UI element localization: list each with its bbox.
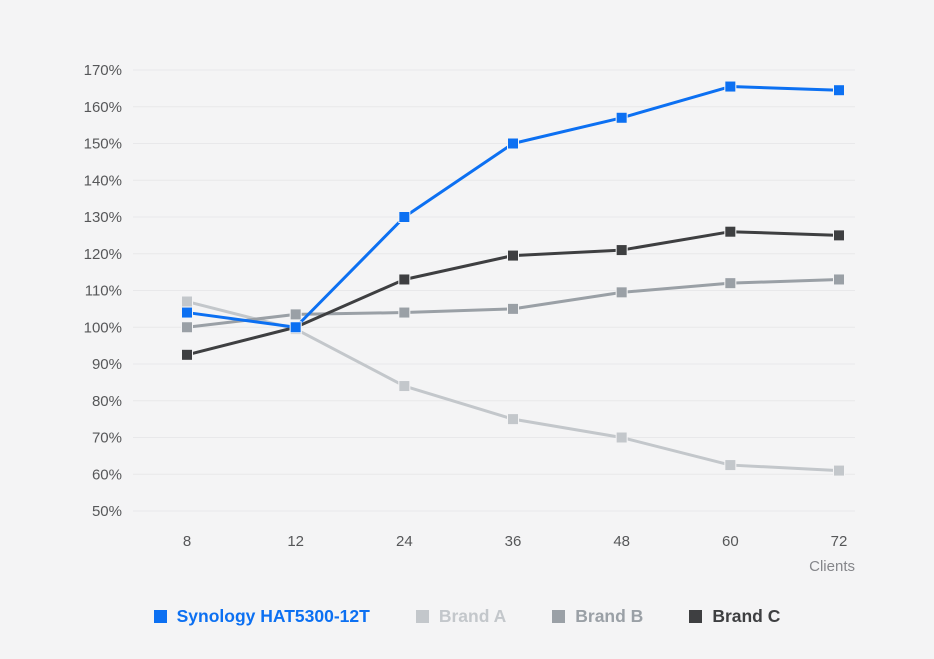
- data-point-marker-synology-hat5300-12t: [615, 111, 628, 124]
- data-point-marker-brand-a: [398, 380, 411, 393]
- data-point-marker-brand-b: [615, 286, 628, 299]
- y-tick-label: 120%: [84, 246, 122, 263]
- x-tick-label: 48: [613, 533, 630, 550]
- data-point-marker-brand-a: [724, 459, 737, 472]
- y-tick-label: 50%: [92, 503, 122, 520]
- legend-item-brand-a: Brand A: [415, 606, 507, 627]
- data-point-marker-brand-c: [398, 273, 411, 286]
- x-tick-label: 24: [396, 533, 413, 550]
- y-tick-label: 140%: [84, 172, 122, 189]
- data-point-marker-brand-b: [507, 302, 519, 315]
- y-tick-label: 90%: [92, 356, 122, 373]
- performance-line-chart: 170% 160% 150% 140% 130% 120% 110% 100% 90% 80% 70…: [84, 62, 855, 550]
- y-tick-label: 70%: [92, 430, 122, 447]
- data-point-marker-brand-c: [507, 249, 519, 262]
- data-point-marker-synology-hat5300-12t: [181, 306, 193, 319]
- y-tick-label: 160%: [84, 99, 122, 116]
- data-point-marker-brand-b: [398, 306, 411, 319]
- y-tick-label: 130%: [84, 209, 122, 226]
- legend-swatch-icon: [415, 610, 429, 623]
- y-tick-label: 110%: [85, 283, 122, 300]
- legend-label: Brand B: [575, 606, 644, 626]
- y-tick-label: 150%: [84, 136, 122, 153]
- legend-item-brand-c: Brand C: [689, 606, 780, 627]
- y-tick-label: 100%: [84, 319, 122, 336]
- x-tick-label: 72: [831, 533, 848, 550]
- legend-label: Brand C: [712, 606, 781, 626]
- data-point-marker-synology-hat5300-12t: [507, 137, 519, 150]
- data-point-marker-synology-hat5300-12t: [289, 321, 302, 334]
- data-point-marker-brand-b: [181, 321, 193, 334]
- x-axis-unit-label: Clients: [809, 558, 855, 575]
- x-tick-label: 60: [722, 533, 739, 550]
- x-tick-label: 12: [287, 533, 304, 550]
- x-tick-label: 8: [183, 533, 191, 550]
- legend-swatch-icon: [689, 610, 703, 623]
- legend-item-brand-b: Brand B: [552, 606, 643, 627]
- data-point-marker-brand-b: [724, 277, 737, 290]
- legend-swatch-icon: [552, 610, 566, 623]
- data-point-marker-brand-c: [615, 244, 628, 257]
- data-point-marker-brand-b: [833, 273, 845, 286]
- legend-label: Brand A: [438, 606, 507, 626]
- data-point-marker-brand-a: [181, 295, 193, 308]
- data-point-marker-synology-hat5300-12t: [398, 211, 411, 223]
- legend-label: Synology HAT5300-12T: [176, 606, 370, 626]
- legend-item-synology-hat5300-12t: Synology HAT5300-12T: [153, 606, 370, 627]
- data-point-marker-brand-b: [289, 308, 302, 321]
- y-tick-label: 80%: [92, 393, 122, 410]
- y-tick-label: 60%: [92, 466, 122, 483]
- data-point-marker-synology-hat5300-12t: [833, 84, 845, 97]
- data-point-marker-brand-a: [615, 431, 628, 444]
- data-point-marker-synology-hat5300-12t: [724, 80, 737, 93]
- data-point-marker-brand-c: [724, 225, 737, 238]
- data-point-marker-brand-c: [181, 348, 193, 361]
- data-point-marker-brand-c: [833, 229, 845, 242]
- legend-swatch-icon: [153, 610, 167, 623]
- chart-legend: Synology HAT5300-12T Brand A Brand B Brand …: [0, 606, 934, 627]
- series-line-synology-hat5300-12t: [185, 85, 841, 329]
- data-point-marker-brand-a: [507, 413, 519, 426]
- data-point-marker-brand-a: [833, 464, 845, 477]
- x-tick-label: 36: [505, 533, 522, 550]
- y-tick-label: 170%: [84, 62, 122, 79]
